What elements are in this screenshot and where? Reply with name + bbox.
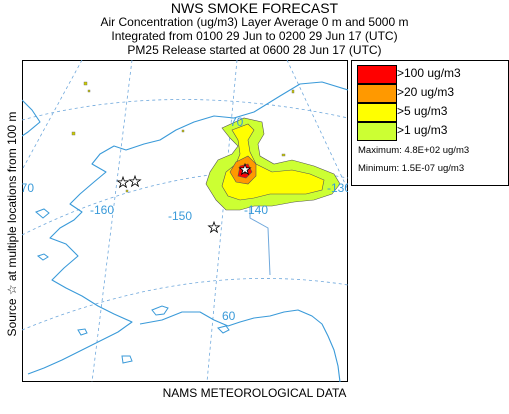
smoke-specks: [71, 81, 295, 193]
subtitle-integration-period: Integrated from 0100 29 Jun to 0200 29 J…: [111, 29, 398, 43]
legend-swatch-red: [357, 65, 397, 84]
islands: [35, 208, 230, 364]
legend-swatch-green: [357, 122, 397, 141]
meteorological-data-footer: NAMS METEOROLOGICAL DATA: [162, 386, 347, 400]
map-frame: [22, 60, 348, 382]
source-location-label: Source ☆ at multiple locations from 100 …: [5, 111, 19, 337]
subtitle-concentration: Air Concentration (ug/m3) Layer Average …: [100, 15, 409, 29]
legend-minimum: Minimum: 1.5E-07 ug/m3: [358, 163, 465, 174]
longitude-label-170: -170: [22, 181, 34, 195]
legend-item-100: >100 ug/m3: [352, 65, 508, 84]
latitude-label-60: 60: [222, 309, 236, 323]
smoke-plume: [205, 117, 341, 211]
legend-swatch-orange: [357, 84, 397, 103]
legend-item-5: >5 ug/m3: [352, 103, 508, 122]
subtitle-release-start: PM25 Release started at 0600 28 Jun 17 (…: [127, 43, 382, 57]
longitude-label-150: -150: [168, 209, 192, 223]
longitude-label-130: -130: [327, 181, 348, 195]
latitude-label-70: 70: [230, 115, 244, 129]
source-star-4: [238, 162, 252, 176]
longitude-label-140: -140: [244, 203, 268, 217]
map-title: NWS SMOKE FORECAST: [170, 0, 339, 16]
legend-swatch-yellow: [357, 103, 397, 122]
longitude-label-160: -160: [90, 203, 114, 217]
legend-item-20: >20 ug/m3: [352, 84, 508, 103]
source-markers: [116, 162, 252, 234]
coastline: [22, 81, 348, 382]
legend-label-20: >20 ug/m3: [397, 85, 455, 99]
legend-maximum: Maximum: 4.8E+02 ug/m3: [358, 145, 470, 156]
smoke-forecast-map: -170 -160 -150 -140 -130 70 60: [22, 60, 348, 382]
source-star-1: [116, 175, 130, 189]
source-star-2: [128, 174, 142, 188]
legend-label-1: >1 ug/m3: [397, 123, 448, 137]
concentration-legend: >100 ug/m3 >20 ug/m3 >5 ug/m3 >1 ug/m3 M…: [351, 60, 509, 186]
legend-label-100: >100 ug/m3: [397, 66, 461, 80]
legend-item-1: >1 ug/m3: [352, 122, 508, 141]
source-star-3: [207, 220, 221, 234]
legend-label-5: >5 ug/m3: [397, 104, 448, 118]
